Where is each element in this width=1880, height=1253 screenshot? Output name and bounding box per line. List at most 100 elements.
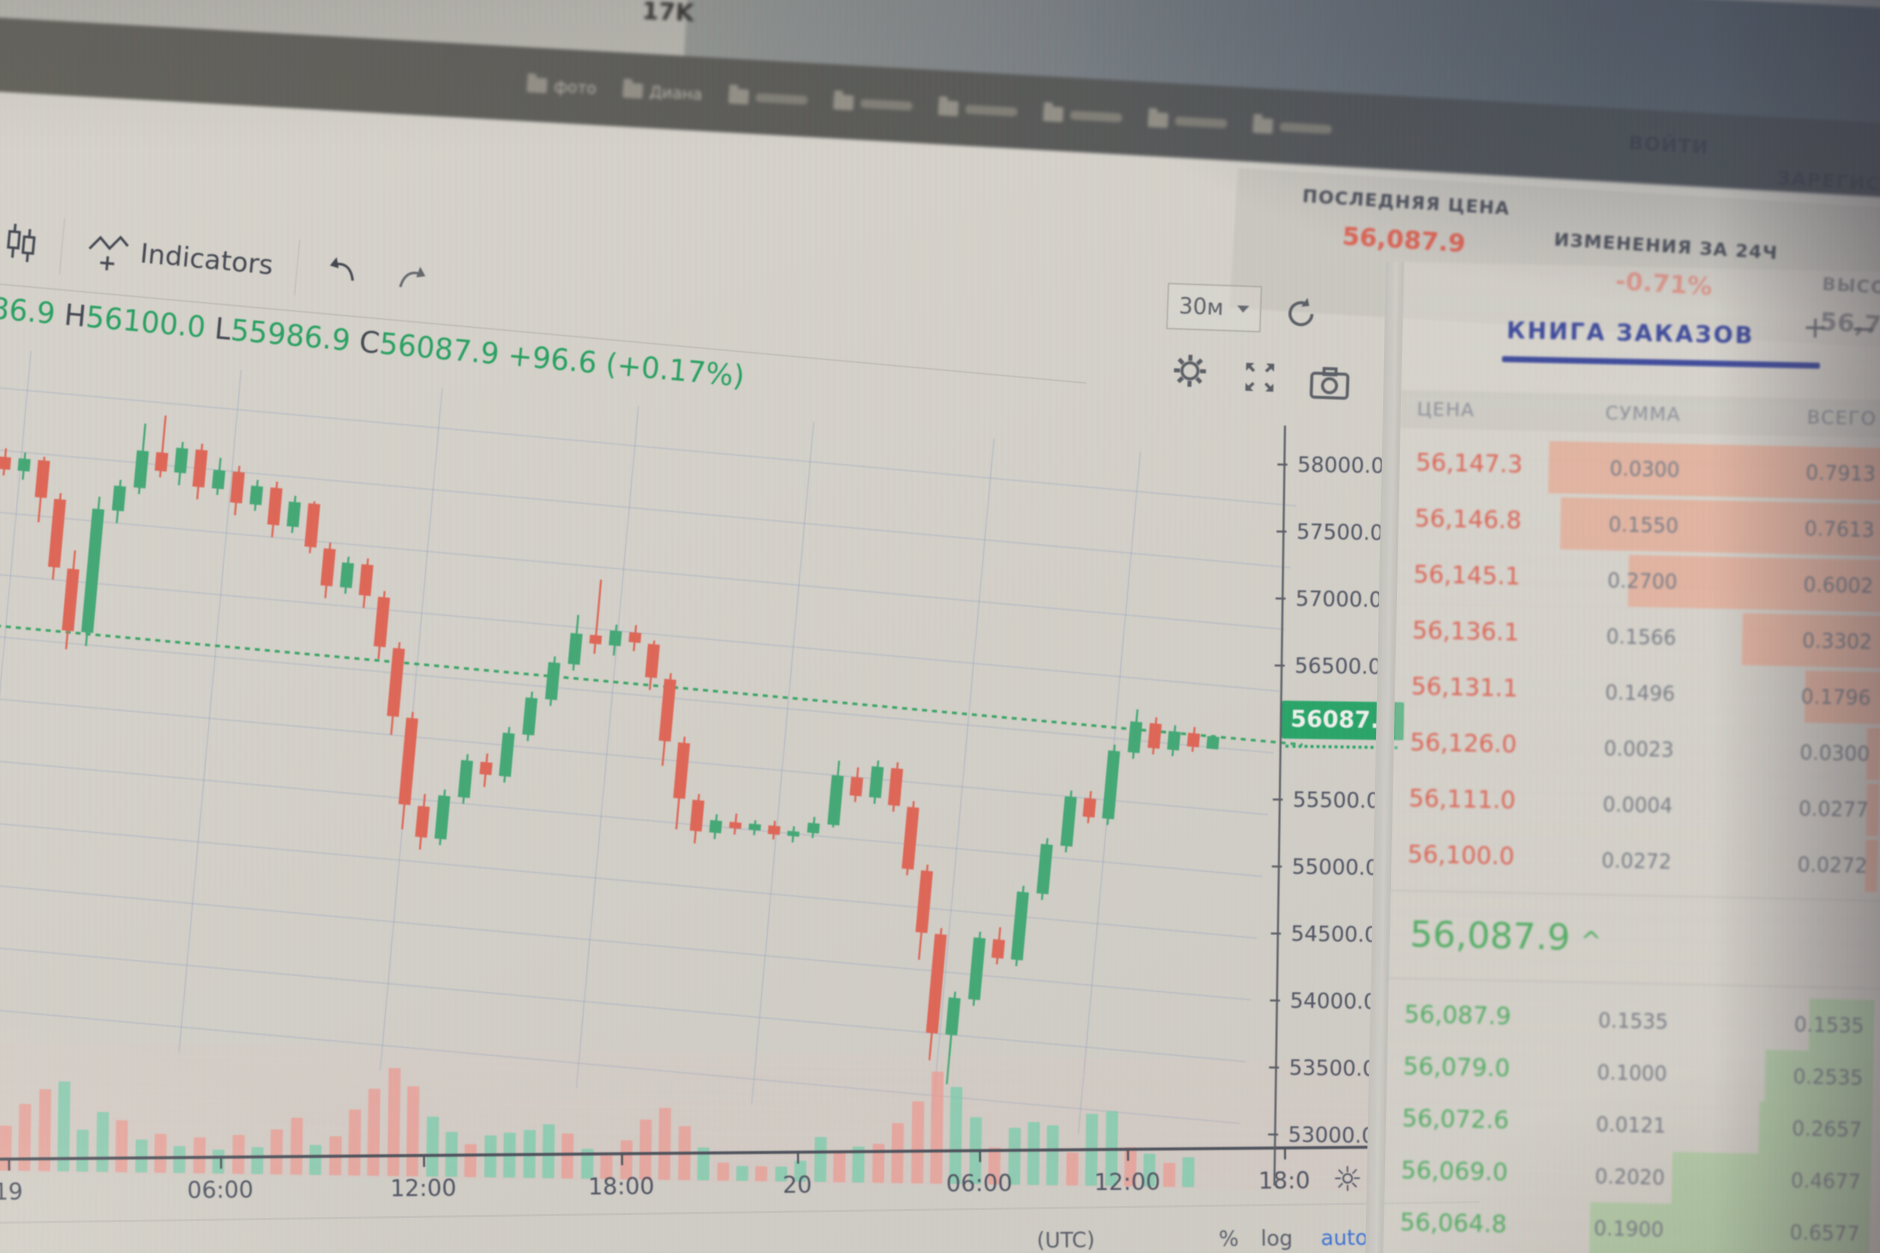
bookmark-label-blurred xyxy=(859,98,913,111)
time-tick-label: 19 xyxy=(0,1179,24,1206)
price-tick-label: 56500.0 xyxy=(1294,653,1382,679)
stat-label: ПОСЛЕДНЯЯ ЦЕНА xyxy=(1301,186,1511,220)
order-total: 0.6577 xyxy=(1789,1220,1861,1246)
grouping-minus-icon[interactable]: − xyxy=(1850,311,1877,347)
time-tick-label: 06:00 xyxy=(187,1177,254,1205)
bookmark-item[interactable] xyxy=(727,87,808,107)
folder-icon xyxy=(1147,111,1169,128)
utc-label[interactable]: (UTC) xyxy=(1036,1228,1095,1253)
time-tick-label: 12:00 xyxy=(390,1175,457,1203)
order-book-header: ЦЕНА СУММА ВСЕГО xyxy=(1400,389,1880,439)
ask-row[interactable]: 56,100.0 0.0272 0.0272 xyxy=(1391,828,1880,895)
bookmark-label-blurred xyxy=(1279,121,1332,134)
undo-button[interactable] xyxy=(310,251,379,293)
time-tick xyxy=(978,1152,982,1163)
time-tick xyxy=(8,1160,11,1171)
order-sum: 0.1900 xyxy=(1593,1216,1665,1242)
order-sum: 0.1535 xyxy=(1597,1008,1669,1034)
order-price: 56,146.8 xyxy=(1414,504,1522,535)
bookmark-item[interactable] xyxy=(1147,111,1227,130)
order-sum: 0.0121 xyxy=(1595,1112,1667,1138)
chart-style-button[interactable] xyxy=(0,220,49,265)
order-total: 0.0300 xyxy=(1799,740,1871,766)
price-tick xyxy=(1270,932,1281,935)
auto-scale-button[interactable]: auto xyxy=(1320,1225,1369,1251)
order-price: 56,087.9 xyxy=(1403,1000,1512,1031)
bookmark-item[interactable] xyxy=(832,93,913,113)
price-tick-label: 54000.0 xyxy=(1289,988,1377,1014)
redo-button[interactable] xyxy=(376,257,445,299)
register-link[interactable]: ЗАРЕГИСТРИРОВАТЬСЯ xyxy=(1776,167,1880,206)
time-axis[interactable]: ☼ (UTC) % log auto 19 06:00 12:00 18:00 20 06… xyxy=(0,1145,1431,1253)
price-tick-label: 55000.0 xyxy=(1291,854,1379,880)
order-sum: 0.2700 xyxy=(1607,568,1678,594)
bid-row[interactable]: 56,064.8 0.1900 0.6577 xyxy=(1383,1196,1880,1253)
price-tick-label: 53000.0 xyxy=(1287,1122,1376,1148)
bookmark-label-blurred xyxy=(755,92,808,105)
price-tick xyxy=(1269,1066,1280,1069)
legend-segment: L xyxy=(204,310,233,347)
spread-price: 56,087.9 ^ xyxy=(1409,914,1603,959)
order-price: 56,136.1 xyxy=(1411,616,1520,647)
order-book-column-header: ВСЕГО xyxy=(1806,406,1878,430)
toolbar-divider xyxy=(294,239,301,296)
order-sum: 0.0300 xyxy=(1609,456,1680,482)
order-total: 0.6002 xyxy=(1803,572,1874,598)
order-sum: 0.0004 xyxy=(1602,792,1673,818)
bookmark-item[interactable]: Диана xyxy=(622,80,703,103)
time-tick-label: 12:00 xyxy=(1094,1169,1161,1197)
undo-icon xyxy=(330,257,355,281)
folder-icon xyxy=(727,87,749,105)
order-price: 56,079.0 xyxy=(1402,1052,1511,1083)
order-total: 0.3302 xyxy=(1801,628,1873,654)
tab-order-book[interactable]: КНИГА ЗАКАЗОВ xyxy=(1506,318,1755,350)
indicators-button[interactable]: Indicators xyxy=(75,226,286,289)
order-book-column-header: ЦЕНА xyxy=(1416,398,1476,422)
log-scale-button[interactable]: log xyxy=(1260,1226,1293,1251)
bookmark-label-blurred xyxy=(964,104,1018,117)
bookmark-item[interactable]: фото xyxy=(526,75,597,98)
grouping-plus-icon[interactable]: + xyxy=(1802,310,1829,346)
time-tick-label: 18:00 xyxy=(588,1173,655,1201)
order-sum: 0.2020 xyxy=(1594,1164,1666,1190)
time-tick xyxy=(423,1156,426,1167)
section-divider xyxy=(1388,977,1880,990)
order-sum: 0.0023 xyxy=(1603,736,1675,762)
legend-segment: H xyxy=(53,296,88,334)
folder-icon xyxy=(832,93,854,110)
folder-icon xyxy=(526,76,548,93)
bookmark-item[interactable] xyxy=(1252,117,1332,136)
background-window-label: 17K xyxy=(641,0,695,28)
candlestick-icon xyxy=(6,223,36,263)
percent-scale-button[interactable]: % xyxy=(1218,1226,1239,1252)
order-price: 56,131.1 xyxy=(1410,672,1519,703)
price-tick xyxy=(1272,798,1283,801)
order-price: 56,069.0 xyxy=(1400,1156,1509,1187)
bookmark-label: Диана xyxy=(648,81,703,104)
bookmark-item[interactable] xyxy=(1042,105,1122,125)
price-tick xyxy=(1268,1133,1279,1136)
order-sum: 0.0272 xyxy=(1601,848,1672,874)
stat-value: 56,087.9 xyxy=(1341,221,1467,258)
bookmark-label-blurred xyxy=(1069,110,1122,122)
price-axis-line xyxy=(1273,425,1286,1186)
price-tick-label: 55500.0 xyxy=(1292,787,1380,813)
time-tick xyxy=(621,1155,624,1166)
price-tick xyxy=(1271,865,1282,868)
legend-segment: C xyxy=(348,323,382,361)
folder-icon xyxy=(1252,117,1273,134)
order-total: 0.1535 xyxy=(1793,1012,1865,1038)
indicator-wave-icon xyxy=(88,235,129,271)
order-price: 56,145.1 xyxy=(1413,560,1521,591)
order-price: 56,126.0 xyxy=(1409,728,1518,759)
bookmark-item[interactable] xyxy=(937,99,1018,119)
order-sum: 0.1000 xyxy=(1596,1060,1668,1086)
order-price: 56,064.8 xyxy=(1399,1208,1508,1239)
order-total: 0.2657 xyxy=(1791,1116,1863,1142)
folder-icon xyxy=(937,99,959,116)
price-tick xyxy=(1274,664,1285,667)
order-price: 56,072.6 xyxy=(1401,1104,1510,1135)
login-link[interactable]: ВОЙТИ xyxy=(1628,131,1710,159)
stat-label: ИЗМЕНЕНИЯ ЗА 24Ч xyxy=(1553,229,1779,265)
